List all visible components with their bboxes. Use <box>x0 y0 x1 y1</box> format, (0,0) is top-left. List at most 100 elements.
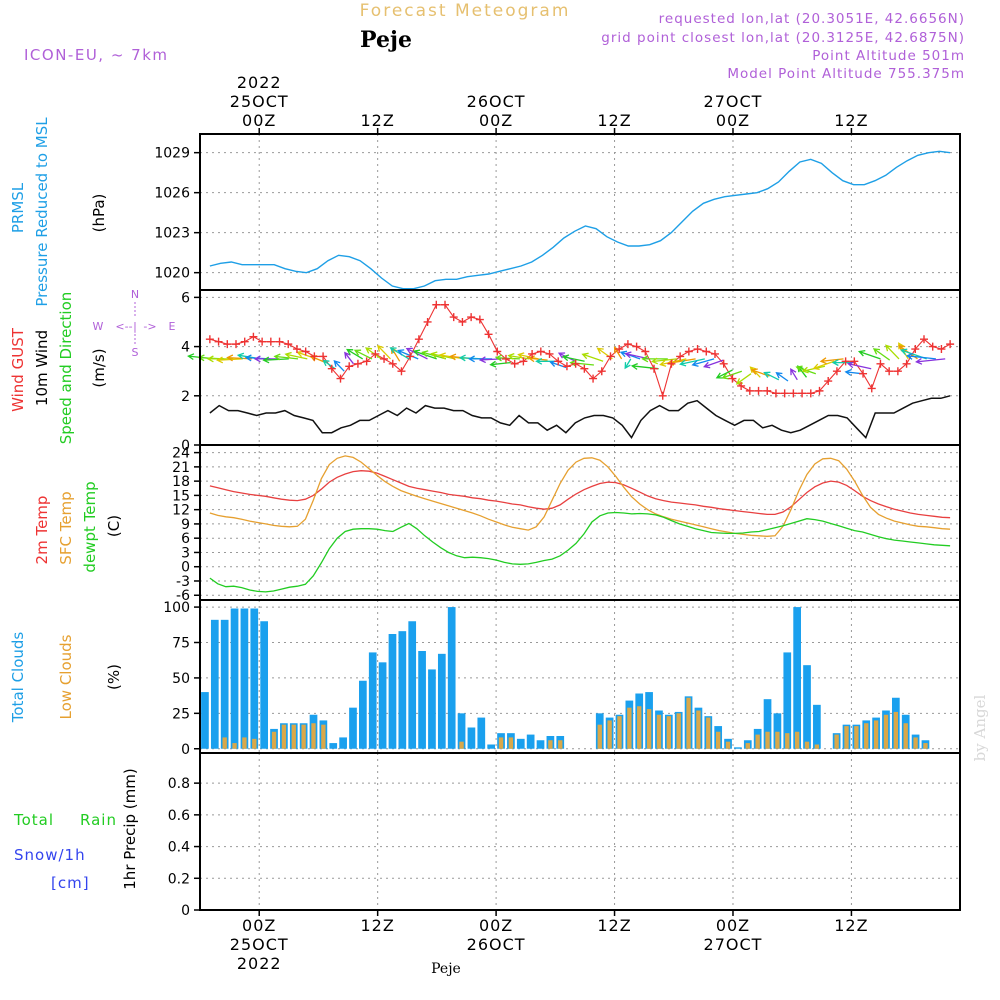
location-title: Peje <box>360 27 412 53</box>
wind-arrow <box>846 361 872 370</box>
total-cloud-bar <box>398 631 407 749</box>
gust-marker <box>388 359 397 368</box>
gust-marker <box>519 357 528 366</box>
y-tick-label: 0 <box>181 742 190 758</box>
total-cloud-bar <box>783 652 792 749</box>
low-cloud-bar <box>834 734 839 749</box>
y-tick-label: 9 <box>181 517 190 533</box>
total-cloud-bar <box>467 727 476 749</box>
low-cloud-bar <box>508 737 514 749</box>
total-cloud-bar <box>339 737 347 749</box>
gust-marker <box>467 313 476 322</box>
low-cloud-bar <box>607 720 612 749</box>
y-tick-label: 1020 <box>154 266 190 282</box>
low-cloud-bar <box>301 724 306 749</box>
time-label-top: 00Z <box>242 111 276 130</box>
low-cloud-bar <box>873 720 879 749</box>
low-cloud-bar <box>656 714 662 749</box>
total-cloud-bar <box>516 738 525 749</box>
wind-arrow <box>561 354 585 362</box>
wind-arrow <box>691 358 715 367</box>
wind-arrow <box>253 355 280 363</box>
total-cloud-bar <box>734 747 742 749</box>
time-label-bottom: 00Z <box>242 916 276 935</box>
y-tick-label: 1029 <box>154 146 190 162</box>
gust-marker <box>841 357 850 366</box>
low-cloud-bar <box>804 741 810 749</box>
wind-arrow <box>679 358 705 367</box>
gust-marker <box>432 300 441 309</box>
time-label-top: 25OCT <box>230 92 289 111</box>
gust-marker <box>920 335 929 344</box>
wind-arrow <box>284 351 308 360</box>
time-label-top: 00Z <box>479 111 513 130</box>
low-cloud-bar <box>716 731 721 749</box>
wind-arrow <box>333 360 345 372</box>
y-tick-label: 12 <box>172 503 190 519</box>
gust-marker <box>249 332 258 341</box>
dewpt-line <box>209 511 951 593</box>
time-label-bottom: 2022 <box>237 954 282 973</box>
low-cloud-bar <box>242 737 247 749</box>
wind-arrow <box>273 353 299 361</box>
gust-marker <box>832 367 841 376</box>
compass-arrow-w: <-- <box>115 320 132 333</box>
low-cloud-bar <box>883 714 889 749</box>
low-cloud-bar <box>775 731 780 749</box>
gust-marker <box>484 330 493 339</box>
low-cloud-bar <box>706 717 711 749</box>
gust-marker <box>597 367 606 376</box>
wind-arrow <box>763 371 780 381</box>
compass-s: S <box>132 346 139 359</box>
gust-marker <box>301 347 310 356</box>
total-cloud-bar <box>329 743 338 749</box>
gust-marker <box>658 391 667 400</box>
gust-marker <box>937 345 946 354</box>
low-cloud-bar <box>548 740 553 749</box>
time-label-top: 00Z <box>716 111 750 130</box>
gust-marker <box>754 386 763 395</box>
gust-marker <box>423 317 432 326</box>
wind-arrow <box>703 359 724 369</box>
total-cloud-bar <box>240 608 249 749</box>
y-tick-label: 6 <box>181 290 190 306</box>
temp-unit: (C) <box>105 515 123 537</box>
total-cloud-bar <box>487 744 496 749</box>
total-cloud-bar <box>457 713 466 749</box>
gust-marker <box>824 377 833 386</box>
clouds-unit: (%) <box>105 664 123 690</box>
wind-arrow <box>812 360 835 371</box>
total-cloud-bar <box>368 652 377 749</box>
low-cloud-bar <box>696 710 701 749</box>
gust-marker <box>763 386 772 395</box>
gust-marker <box>580 364 589 373</box>
low-cloud-bar <box>676 713 681 749</box>
y-tick-label: 0 <box>181 560 190 576</box>
wind-arrows <box>187 342 946 385</box>
gust-marker <box>650 364 659 373</box>
wind-arrow <box>715 369 733 379</box>
gust-marker <box>501 354 510 363</box>
temp-sfc-label: SFC Temp <box>57 491 75 564</box>
y-tick-label: 6 <box>181 531 190 547</box>
wind-arrow <box>872 348 891 361</box>
gust-markers <box>205 300 955 400</box>
wind-arrow <box>322 359 336 370</box>
total-cloud-bar <box>437 653 446 749</box>
gridpoint-coords: grid point closest lon,lat (20.3125E, 42… <box>601 30 965 46</box>
total-cloud-bar <box>418 651 426 749</box>
gust-marker <box>571 359 580 368</box>
gust-marker <box>684 347 693 356</box>
y-tick-label: 24 <box>172 446 190 462</box>
wind-arrow <box>430 351 456 360</box>
compass-w: W <box>93 320 104 333</box>
footer-location: Peje <box>431 961 461 977</box>
wind-arrow <box>857 349 881 360</box>
y-tick-label: 3 <box>181 545 190 561</box>
low-cloud-bar <box>232 743 237 749</box>
gust-marker <box>859 369 868 378</box>
low-cloud-bar <box>637 706 642 749</box>
requested-coords: requested lon,lat (20.3051E, 42.6656N) <box>659 11 965 27</box>
gust-marker <box>258 337 267 346</box>
low-cloud-bar <box>252 738 257 749</box>
